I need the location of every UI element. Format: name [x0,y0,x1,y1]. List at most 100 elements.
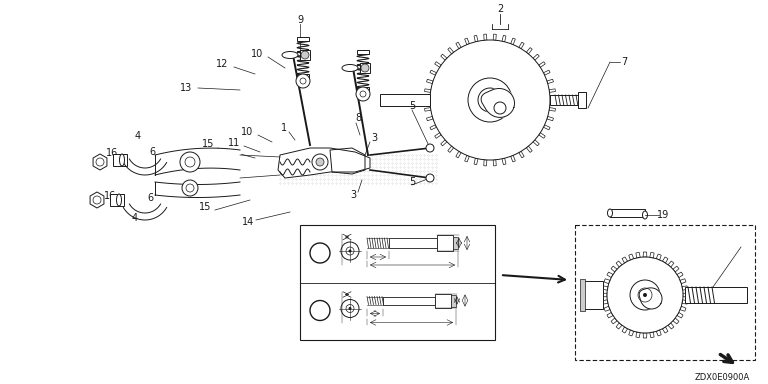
Text: 13: 13 [180,83,192,93]
Text: 15: 15 [202,139,214,149]
Bar [389,238,437,248]
Polygon shape [484,34,487,40]
Circle shape [426,144,434,152]
Circle shape [341,242,359,260]
Bar [550,95,580,105]
Circle shape [630,280,660,310]
Polygon shape [426,79,433,84]
Polygon shape [622,327,627,333]
Polygon shape [668,261,674,267]
Polygon shape [502,35,506,42]
Polygon shape [539,62,545,67]
Bar [297,74,309,78]
Text: 23: 23 [373,258,382,266]
Polygon shape [550,99,556,101]
Circle shape [96,158,104,166]
Polygon shape [481,88,515,118]
Polygon shape [465,38,469,45]
Text: 3: 3 [350,190,356,200]
Text: 7: 7 [738,238,744,248]
Circle shape [310,301,330,321]
Polygon shape [456,151,461,158]
Polygon shape [636,332,641,338]
Text: M8: M8 [372,230,384,240]
Bar [357,87,369,91]
Polygon shape [544,70,550,75]
Bar [435,293,451,308]
Bar [360,63,370,73]
Text: 2: 2 [497,4,503,14]
Text: 11: 11 [228,138,240,148]
Ellipse shape [643,211,647,219]
Polygon shape [474,158,478,165]
Polygon shape [677,313,683,318]
Polygon shape [639,288,662,309]
Circle shape [643,293,647,297]
Polygon shape [533,54,539,60]
Polygon shape [502,158,506,165]
Circle shape [356,87,370,101]
Text: 4.78: 4.78 [339,288,355,293]
Text: 6: 6 [147,193,153,203]
Polygon shape [456,42,461,49]
Polygon shape [673,318,679,324]
Bar [583,281,603,309]
Bar [578,92,586,108]
Polygon shape [673,266,679,272]
Polygon shape [682,286,687,290]
Text: 10: 10 [241,127,253,137]
Polygon shape [607,313,613,318]
Text: ZDX0E0900A: ZDX0E0900A [695,374,750,382]
Polygon shape [622,257,627,263]
Text: 16: 16 [104,191,116,201]
Polygon shape [604,306,610,311]
Polygon shape [430,70,436,75]
Text: 9: 9 [297,15,303,25]
Polygon shape [549,108,555,111]
Circle shape [316,158,324,166]
Polygon shape [636,252,641,258]
Circle shape [180,152,200,172]
Bar [453,237,458,249]
Polygon shape [425,89,431,93]
Polygon shape [643,333,647,338]
Polygon shape [90,192,104,208]
Circle shape [185,157,195,167]
Bar [437,235,453,251]
Text: 16: 16 [106,148,118,158]
Circle shape [607,257,683,333]
Polygon shape [602,286,608,290]
Polygon shape [602,293,607,297]
Bar [383,296,435,305]
Polygon shape [533,140,539,146]
Circle shape [430,40,550,160]
Polygon shape [441,140,447,146]
Text: 81.4: 81.4 [404,265,420,275]
Ellipse shape [117,194,121,206]
Text: 19: 19 [657,210,669,220]
Text: 5: 5 [409,177,415,187]
Polygon shape [426,116,433,121]
Polygon shape [611,266,617,272]
Circle shape [426,174,434,182]
Polygon shape [549,89,555,93]
Text: 20: 20 [463,240,472,246]
Circle shape [638,288,652,302]
Polygon shape [93,154,107,170]
Polygon shape [662,257,668,263]
Polygon shape [547,79,554,84]
Polygon shape [539,133,545,138]
Polygon shape [441,54,447,60]
Ellipse shape [120,154,124,166]
Polygon shape [616,261,622,267]
Circle shape [301,51,309,59]
Text: FR.: FR. [702,348,722,358]
Text: 17: 17 [314,248,326,258]
Text: 3: 3 [371,133,377,143]
Text: 4: 4 [135,131,141,141]
Bar [300,225,495,340]
Polygon shape [604,279,610,284]
Polygon shape [607,272,613,278]
Circle shape [310,243,330,263]
Circle shape [341,300,359,318]
